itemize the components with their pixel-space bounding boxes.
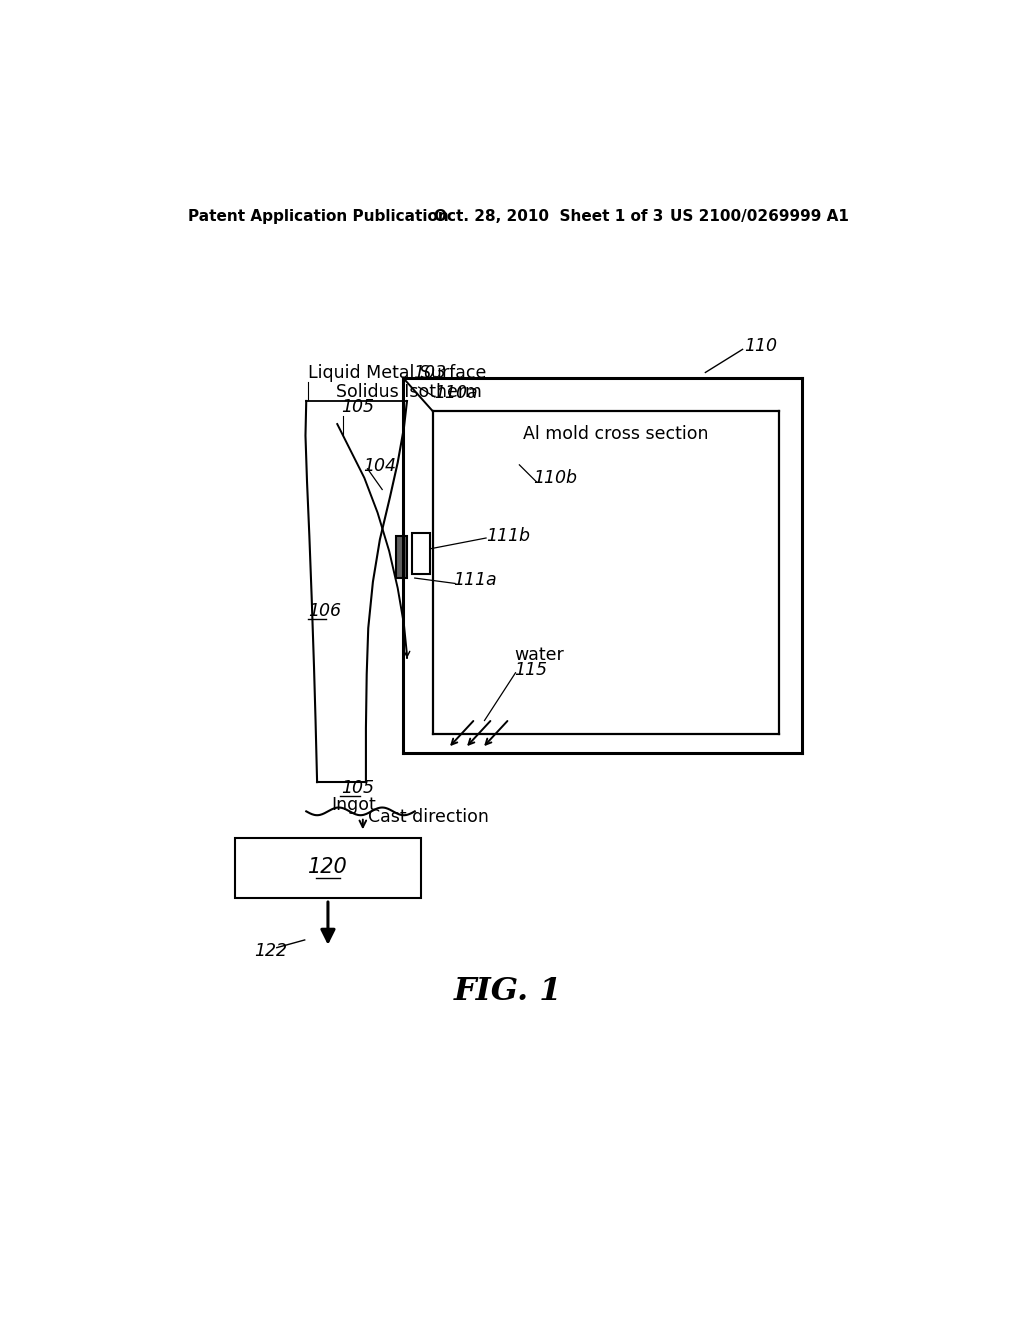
Text: 115: 115: [514, 661, 547, 680]
Text: Al mold cross section: Al mold cross section: [523, 425, 709, 444]
Text: 105: 105: [341, 779, 374, 797]
Text: 106: 106: [308, 602, 341, 620]
Text: 103: 103: [414, 364, 446, 381]
Text: 104: 104: [362, 458, 396, 475]
Text: Solidus Isotherm: Solidus Isotherm: [336, 383, 481, 401]
Text: Oct. 28, 2010  Sheet 1 of 3: Oct. 28, 2010 Sheet 1 of 3: [434, 209, 664, 223]
Text: US 2100/0269999 A1: US 2100/0269999 A1: [671, 209, 849, 223]
Text: 122: 122: [254, 942, 288, 961]
Text: Cast direction: Cast direction: [369, 808, 489, 826]
Text: FIG. 1: FIG. 1: [454, 975, 562, 1007]
Text: 111a: 111a: [454, 572, 497, 589]
Polygon shape: [396, 536, 407, 578]
Text: Patent Application Publication: Patent Application Publication: [188, 209, 450, 223]
Polygon shape: [413, 533, 430, 574]
Text: 110a: 110a: [434, 384, 478, 403]
Text: 105: 105: [341, 397, 374, 416]
Text: 120: 120: [308, 857, 348, 876]
Text: water: water: [514, 645, 563, 664]
Text: 111b: 111b: [486, 527, 530, 545]
Text: 110: 110: [744, 337, 777, 355]
Text: 110b: 110b: [534, 469, 578, 487]
Text: Liquid Metal Surface: Liquid Metal Surface: [308, 364, 486, 381]
Text: Ingot: Ingot: [331, 796, 376, 814]
